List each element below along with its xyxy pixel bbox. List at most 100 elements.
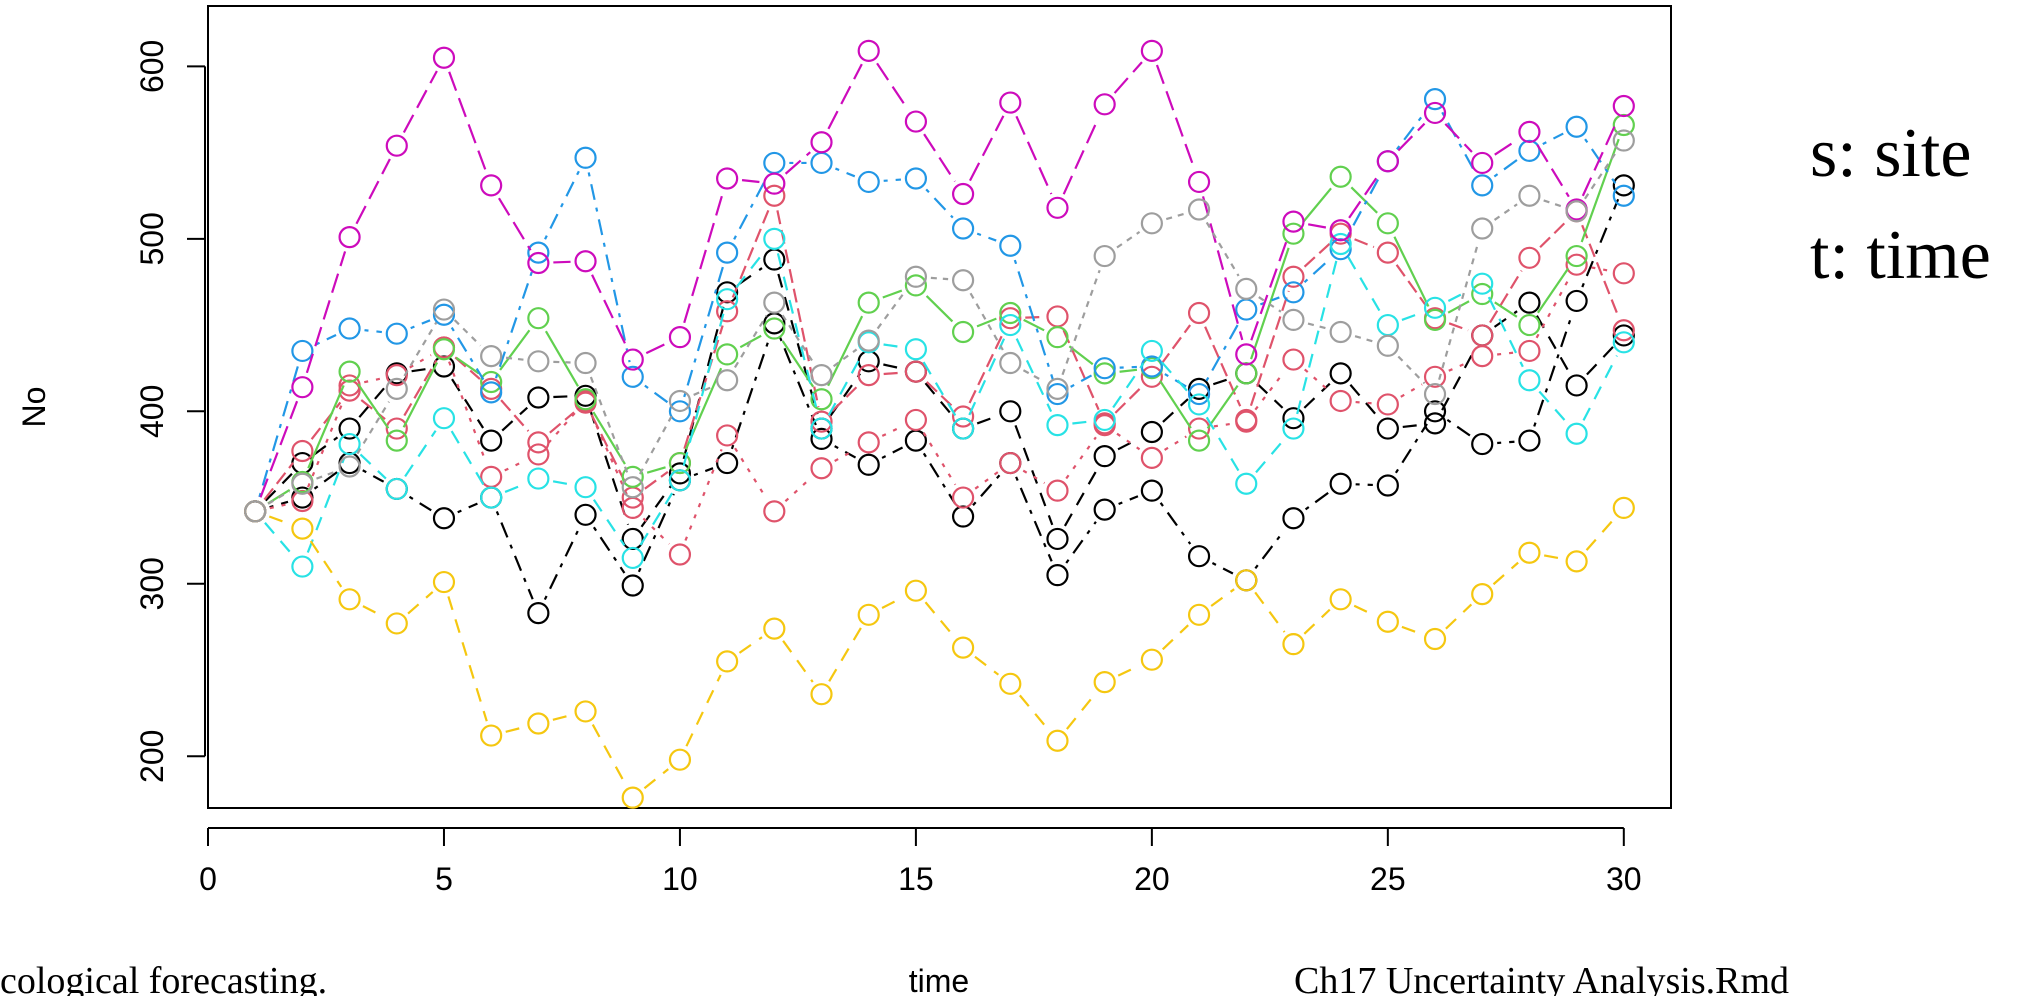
data-point [951,417,975,440]
data-point [527,602,550,625]
series-line-segment [495,511,534,600]
series-line-segment [883,178,902,182]
data-point [1423,296,1447,319]
data-point [574,250,597,273]
data-point [716,300,739,323]
data-point [1093,408,1116,432]
series-line-segment [683,192,724,324]
series-line-segment [876,62,909,110]
series-line-segment [733,175,769,240]
series-line-segment [777,273,819,415]
series-line-segment [1205,416,1240,472]
data-point [1423,400,1447,423]
series-line-segment [1014,424,1054,526]
series-line-segment [828,627,862,682]
series-line-segment [1487,296,1524,368]
series-line-segment [1255,439,1285,474]
series-line-segment [1304,491,1330,511]
data-point [1140,39,1163,62]
data-point [716,288,739,311]
data-point [480,724,503,747]
data-point [810,417,833,440]
series-line-segment [264,522,294,556]
series-line-segment [1113,61,1143,94]
data-point [999,301,1022,325]
series-line-segment [1489,270,1523,324]
series-line-segment [499,329,531,371]
data-point [432,507,456,530]
series-line-segment [881,425,903,437]
data-point [1423,412,1447,435]
series-line-segment [734,447,768,500]
data-point [432,46,456,69]
series-line-segment [643,768,669,790]
data-point [244,500,267,523]
series-group [244,39,1635,809]
data-point [857,453,880,476]
series-line-segment [1114,386,1142,414]
data-point [621,527,644,551]
data-point [1612,184,1635,207]
series-line-segment [1397,122,1426,152]
data-point [1187,377,1211,400]
series-line-segment [408,495,432,512]
series-line-segment [685,674,722,747]
data-point [1187,382,1211,406]
data-point [480,486,503,509]
data-point [1140,446,1163,469]
series-line-segment [453,319,482,347]
data-point [763,291,786,314]
series-line-segment [310,401,342,440]
data-point [1046,527,1069,551]
series-line-segment [1536,267,1570,314]
data-point [1565,198,1588,221]
data-point [432,570,456,594]
series-line-segment [638,413,674,475]
series-line-segment [1493,310,1518,328]
data-point [904,360,928,383]
series-line-segment [553,260,571,264]
series-line-segment [1355,483,1373,487]
series-line-segment [682,313,725,467]
series-line-segment [1350,186,1378,214]
series-line-segment [552,480,571,486]
data-point [291,472,314,495]
data-point [574,389,597,413]
series-line-segment [1354,335,1374,343]
data-point [1612,324,1635,347]
series-line-segment [1205,322,1240,382]
data-point [385,612,408,635]
series-line-segment [1535,315,1571,373]
data-point [1376,334,1399,357]
data-point [1565,115,1588,138]
data-point [951,636,975,659]
series-line-segment [407,591,434,615]
series-line-segment [1402,423,1421,429]
series-line-segment [738,267,763,285]
data-point [338,360,361,383]
series-line-segment [1308,223,1327,229]
data-point [1376,150,1399,173]
series-line-segment [684,448,723,541]
series-line-segment [1347,256,1382,313]
series-line-segment [930,276,949,281]
series-line-segment [1211,562,1234,575]
series-line-segment [411,367,430,373]
data-point [480,381,503,404]
series-line-segment [258,365,300,498]
series-line-segment [644,471,669,490]
data-point [1187,170,1211,194]
data-point [951,505,975,528]
series-9 [244,496,1635,809]
data-point [1612,331,1635,354]
series-line-segment [1448,322,1469,332]
data-point [338,588,361,611]
series-line-segment [1066,693,1097,730]
data-point [1140,339,1163,363]
data-point [904,265,928,288]
data-point [1612,319,1635,342]
series-line-segment [1254,529,1286,570]
x-tick-label: 20 [1134,861,1170,897]
series-line-segment [1160,361,1190,394]
